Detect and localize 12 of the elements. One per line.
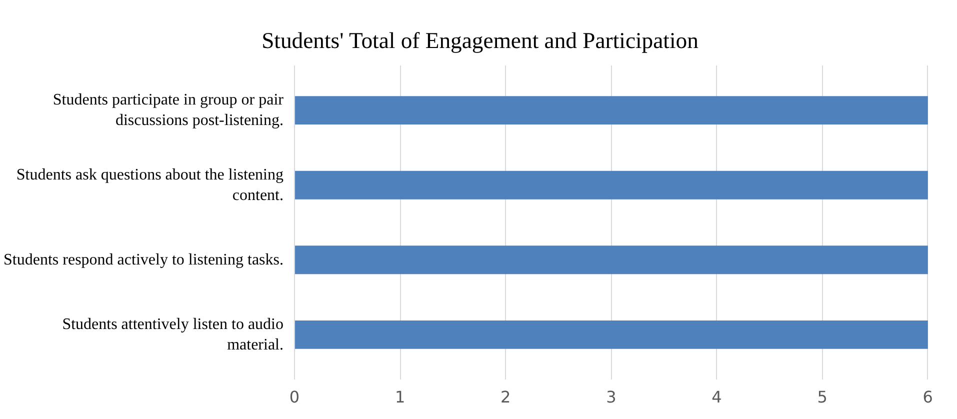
y-tick-label: Students participate in group or pair discussions post-listening. bbox=[52, 92, 284, 130]
x-tick-label: 4 bbox=[712, 388, 722, 406]
y-tick-label: Students ask questions about the listening content. bbox=[16, 166, 284, 204]
x-tick-label: 6 bbox=[922, 388, 933, 406]
chart-title: Students' Total of Engagement and Participation bbox=[262, 27, 698, 55]
x-tick-label: 1 bbox=[394, 388, 406, 406]
x-tick-label: 3 bbox=[606, 388, 616, 406]
y-tick-label: Students attentively listen to audio material. bbox=[62, 316, 284, 354]
x-tick-label: 0 bbox=[289, 388, 300, 406]
y-tick-label: Students respond actively to listening tasks. bbox=[4, 251, 284, 268]
x-tick-label: 2 bbox=[500, 388, 511, 406]
x-tick-label: 5 bbox=[817, 388, 828, 406]
